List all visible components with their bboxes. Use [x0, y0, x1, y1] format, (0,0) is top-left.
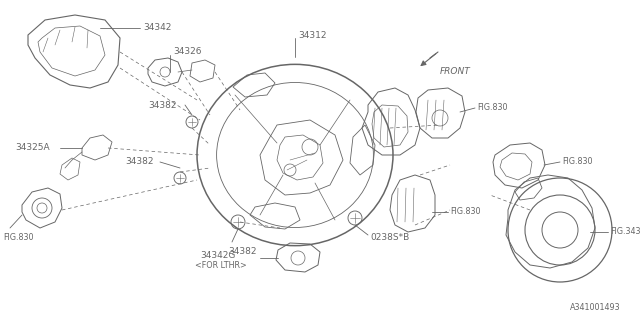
Text: <FOR LTHR>: <FOR LTHR> — [195, 260, 247, 269]
Text: FIG.343: FIG.343 — [610, 228, 640, 236]
Text: 34342: 34342 — [143, 23, 172, 33]
Text: 34382: 34382 — [148, 100, 177, 109]
Text: FRONT: FRONT — [440, 68, 471, 76]
Text: 34312: 34312 — [298, 30, 326, 39]
Text: 34342G: 34342G — [200, 251, 236, 260]
Text: FIG.830: FIG.830 — [562, 157, 593, 166]
Text: A341001493: A341001493 — [570, 303, 621, 313]
Text: 34382: 34382 — [228, 247, 257, 257]
Text: FIG.830: FIG.830 — [3, 234, 33, 243]
Text: 0238S*B: 0238S*B — [370, 234, 409, 243]
Text: 34326: 34326 — [173, 47, 202, 57]
Text: 34382: 34382 — [125, 157, 154, 166]
Text: FIG.830: FIG.830 — [477, 103, 508, 113]
Text: 34325A: 34325A — [15, 143, 50, 153]
Text: FIG.830: FIG.830 — [450, 207, 481, 217]
